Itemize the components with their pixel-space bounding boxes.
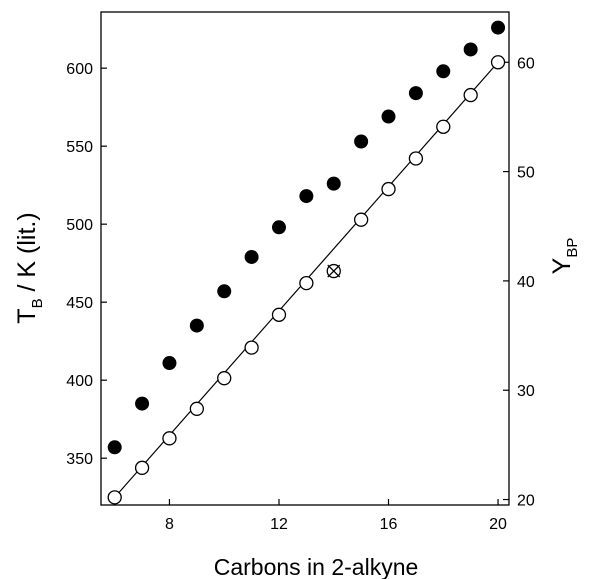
- open-point: [299, 275, 314, 291]
- filled-point: [135, 396, 150, 411]
- open-point: [244, 340, 259, 355]
- x-axis-title: Carbons in 2-alkyne: [214, 554, 419, 579]
- filled-point: [299, 189, 314, 204]
- filled-point: [107, 440, 122, 455]
- filled-point: [189, 318, 204, 333]
- filled-point: [408, 86, 423, 101]
- open-point: [271, 307, 287, 322]
- filled-point: [436, 64, 451, 79]
- y-left-tick-label: 450: [66, 295, 93, 312]
- y-right-tick-label: 40: [517, 274, 535, 291]
- filled-point: [271, 220, 286, 235]
- open-point: [134, 460, 150, 475]
- filled-point: [217, 284, 232, 299]
- open-point: [189, 401, 204, 416]
- filled-point: [491, 20, 506, 35]
- filled-point: [381, 109, 396, 124]
- y-left-tick-label: 600: [66, 61, 93, 78]
- y-left-sub: B: [29, 298, 46, 308]
- filled-point: [326, 176, 341, 191]
- y-left-tick-label: 500: [66, 217, 93, 234]
- open-point: [353, 212, 369, 227]
- y-axis-title-left: TB / K (lit.): [13, 212, 46, 323]
- open-point: [490, 55, 506, 70]
- y-left-tick-label: 400: [66, 373, 93, 390]
- filled-point: [244, 249, 259, 264]
- y-axis-title-right: YBP: [548, 238, 581, 275]
- x-tick-label: 16: [380, 516, 398, 533]
- y-right-tick-label: 50: [517, 165, 535, 182]
- plot-frame: [100, 11, 510, 506]
- x-tick-label: 12: [270, 516, 288, 533]
- y-right-sub: BP: [564, 238, 581, 258]
- y-right-tick-label: 60: [517, 55, 535, 72]
- y-left-rest: / K (lit.): [13, 212, 41, 298]
- filled-point: [463, 42, 478, 57]
- x-tick-label: 8: [165, 516, 174, 533]
- y-right-tick-label: 30: [517, 383, 535, 400]
- open-point: [217, 371, 232, 386]
- y-right-main: Y: [548, 257, 576, 274]
- open-point: [107, 490, 122, 505]
- y-right-tick-label: 20: [517, 493, 535, 510]
- open-point: [436, 119, 451, 134]
- y-left-tick-label: 350: [66, 451, 93, 468]
- filled-point: [354, 134, 369, 149]
- y-left-main: T: [13, 308, 41, 323]
- cross-point: [327, 264, 341, 278]
- x-tick-label: 20: [489, 516, 507, 533]
- open-point: [162, 431, 177, 446]
- open-point: [408, 151, 424, 166]
- y-left-tick-label: 550: [66, 139, 93, 156]
- open-point: [463, 87, 478, 103]
- ticks: 8 12 16 20 350 400 450 500 550 600 20 30 40 50 60: [66, 55, 535, 533]
- filled-point: [162, 356, 177, 371]
- open-point: [381, 181, 396, 197]
- data-marks: [107, 20, 506, 505]
